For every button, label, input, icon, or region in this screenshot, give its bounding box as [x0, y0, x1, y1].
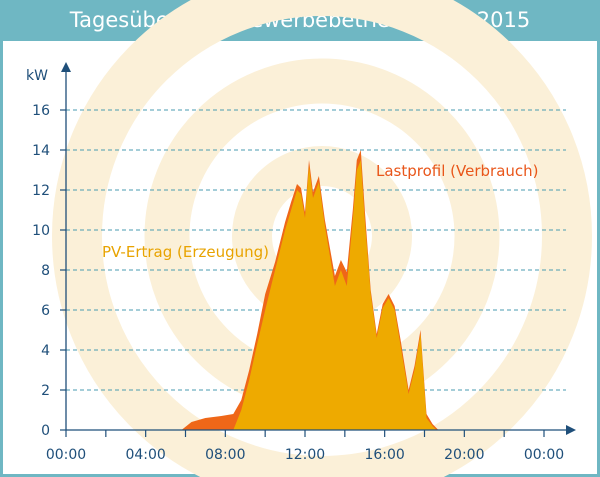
- y-tick-label-0: 0: [41, 423, 50, 439]
- sun-ring-1: [52, 0, 592, 477]
- y-tick-label-4: 4: [41, 343, 50, 359]
- x-tick-label-6: 00:00: [524, 447, 564, 463]
- series-area-pv-ertrag: [233, 160, 437, 430]
- axes: [60, 62, 576, 437]
- y-tick-label-14: 14: [32, 143, 50, 159]
- x-tick-label-3: 12:00: [285, 447, 325, 463]
- annotation-lastprofil: Lastprofil (Verbrauch): [376, 162, 539, 180]
- y-axis-unit-label: kW: [26, 68, 48, 84]
- grid-lines: [66, 109, 566, 391]
- annotation-pv-ertrag: PV-Ertrag (Erzeugung): [102, 243, 269, 261]
- x-tick-label-4: 16:00: [364, 447, 404, 463]
- tick-labels: 0 2 4 6 8 10 12 14 16 00:00 04:00 08:00 12:00 16:00 20…: [32, 103, 564, 463]
- y-tick-label-16: 16: [32, 103, 50, 119]
- x-tick-label-5: 20:00: [444, 447, 484, 463]
- x-tick-label-1: 04:00: [125, 447, 165, 463]
- x-axis-arrow: [566, 425, 576, 435]
- y-axis-arrow: [61, 62, 71, 72]
- x-tick-label-0: 00:00: [46, 447, 86, 463]
- y-tick-label-10: 10: [32, 223, 50, 239]
- y-tick-label-12: 12: [32, 183, 50, 199]
- y-tick-label-2: 2: [41, 383, 50, 399]
- y-tick-label-8: 8: [41, 263, 50, 279]
- y-tick-label-6: 6: [41, 303, 50, 319]
- x-tick-label-2: 08:00: [205, 447, 245, 463]
- chart-areas: [181, 150, 439, 430]
